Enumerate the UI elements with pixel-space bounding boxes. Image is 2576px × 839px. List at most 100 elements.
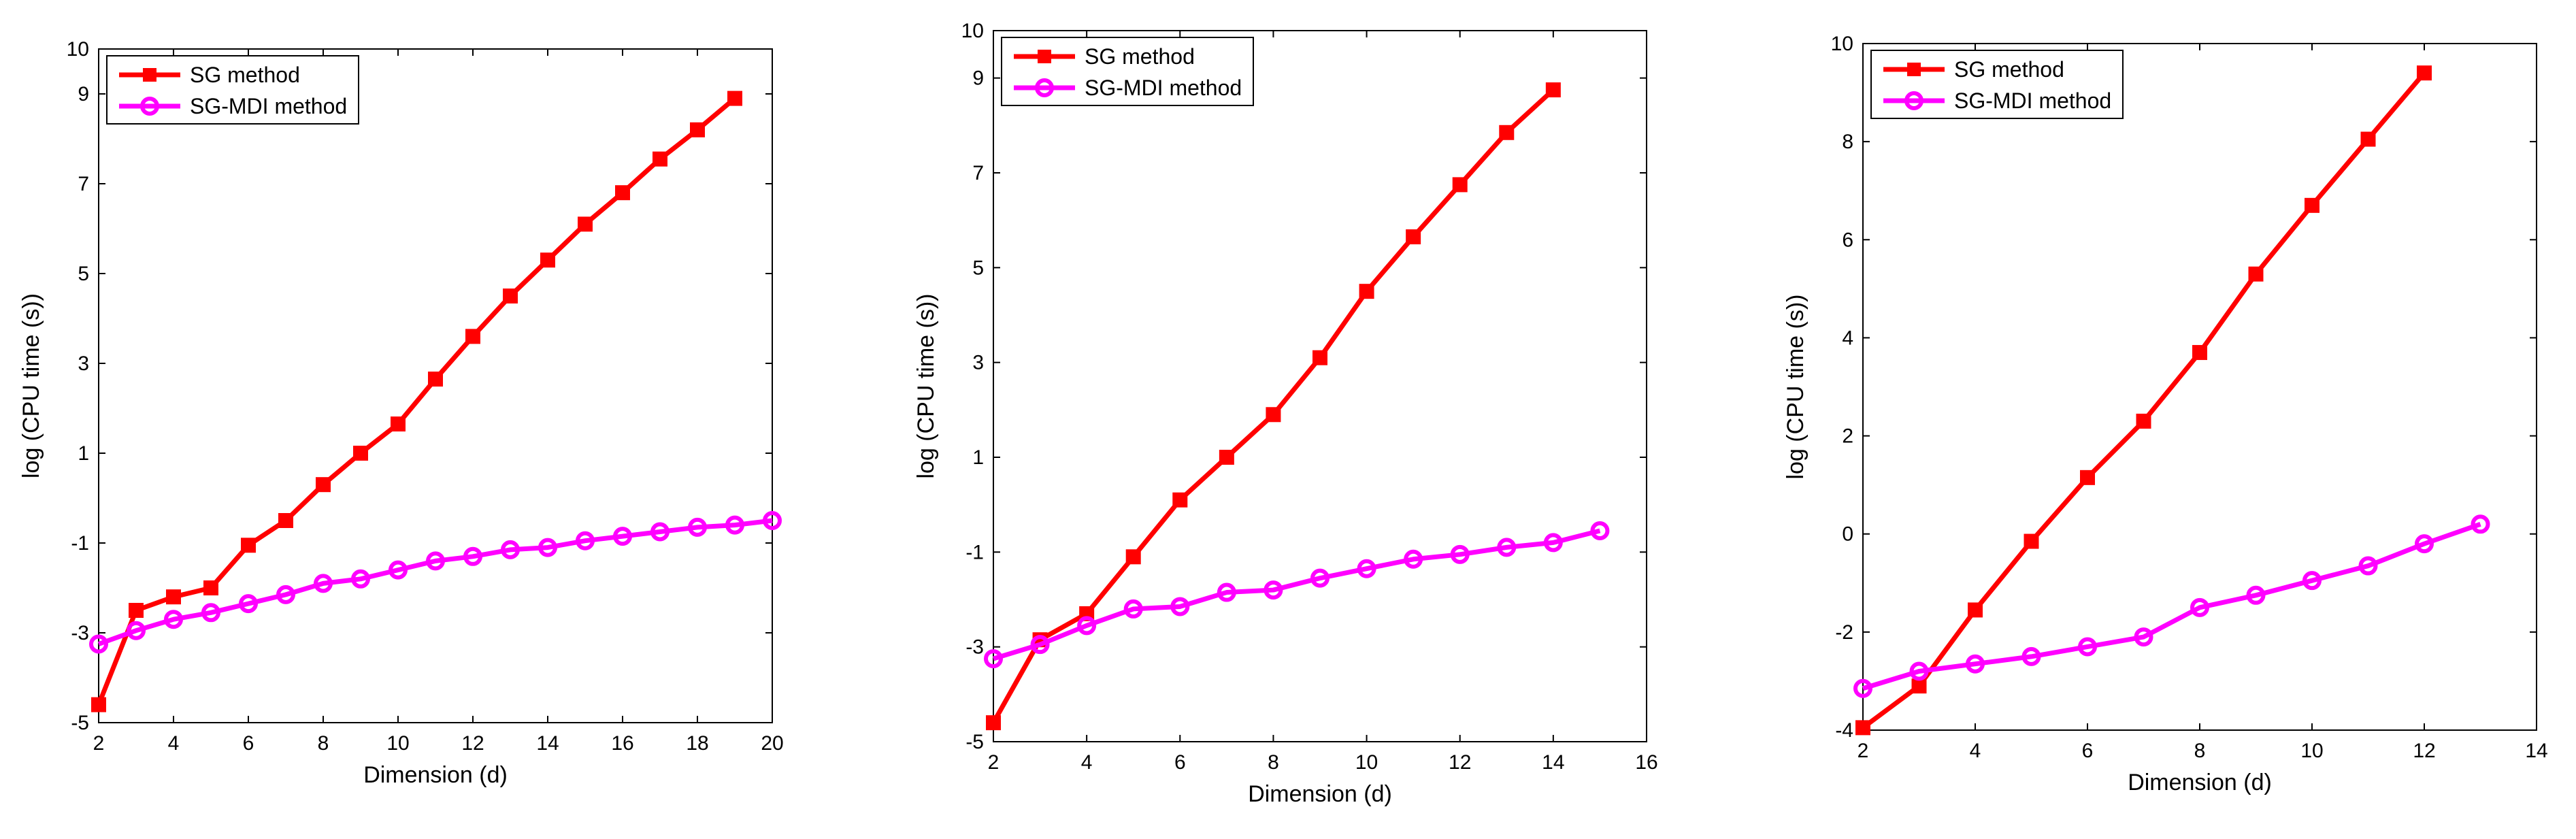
data-point	[389, 560, 408, 580]
y-tick-label: 3	[972, 352, 984, 374]
legend-label: SG-MDI method	[1954, 88, 2111, 113]
data-point	[763, 511, 782, 530]
data-point	[1217, 582, 1236, 602]
legend-swatch-marker	[1035, 78, 1054, 97]
data-point	[576, 531, 595, 550]
data-point	[2192, 345, 2207, 361]
data-point	[503, 289, 518, 303]
data-point	[653, 151, 667, 167]
data-point	[2080, 470, 2095, 485]
data-point	[2248, 266, 2264, 282]
data-point	[2360, 131, 2376, 147]
data-point	[2246, 585, 2266, 605]
x-tick-label: 10	[386, 732, 409, 755]
data-point	[2136, 413, 2151, 429]
series-line-sg-mdi	[97, 518, 773, 646]
y-tick-label: 8	[1842, 131, 1853, 153]
chart-2: 2 4 6 8 10 12 14 16 -5 -3 -1 1 3 5 7 9 10 Dimension (d) lo…	[913, 20, 1658, 807]
legend-label: SG method	[1085, 44, 1195, 69]
data-point	[725, 515, 744, 535]
y-tick-label: 1	[972, 446, 984, 469]
x-tick-label: 2	[93, 732, 105, 755]
data-point	[538, 538, 557, 557]
data-point	[1170, 597, 1190, 616]
data-point	[1497, 538, 1517, 557]
x-tick-label: 8	[2194, 740, 2206, 762]
data-point	[1450, 544, 1470, 564]
data-point	[1966, 654, 1985, 674]
data-point	[1077, 616, 1097, 636]
data-point	[1310, 568, 1330, 588]
y-tick-label: 10	[67, 38, 89, 61]
x-tick-label: 8	[1268, 751, 1279, 774]
y-tick-label: -5	[965, 731, 984, 753]
data-point	[1172, 492, 1188, 508]
y-tick-label: -1	[965, 541, 984, 563]
legend-swatch-marker	[140, 97, 159, 116]
x-tick-label: 14	[2525, 740, 2547, 762]
data-point	[1359, 284, 1374, 299]
y-tick-label: -4	[1835, 719, 1853, 742]
y-tick-label: -5	[71, 712, 89, 734]
x-tick-label: 12	[2413, 740, 2435, 762]
y-tick-label: 1	[78, 442, 89, 465]
data-point	[314, 574, 333, 593]
data-point	[278, 513, 293, 528]
x-tick-label: 8	[318, 732, 329, 755]
data-point	[1855, 720, 1870, 736]
y-tick-label: 10	[961, 20, 984, 42]
data-point	[540, 252, 555, 268]
data-point	[1911, 678, 1927, 694]
x-tick-label: 6	[243, 732, 254, 755]
data-point	[2134, 627, 2153, 647]
y-tick-label: 9	[972, 67, 984, 90]
data-point	[201, 603, 220, 623]
data-point	[1404, 549, 1423, 569]
data-point	[1312, 350, 1327, 365]
data-point	[1909, 661, 1929, 681]
data-point	[2415, 534, 2434, 554]
data-point	[166, 589, 181, 605]
legend: SG method SG-MDI method	[1870, 50, 2124, 119]
chart-1: 2 4 6 8 10 12 14 16 18 20 -5 -3 -1 1 3 5 7 9 10 Dimension (…	[18, 38, 784, 788]
data-point	[465, 329, 480, 344]
data-point	[501, 540, 520, 559]
y-tick-label: 5	[78, 263, 89, 285]
data-point	[1499, 125, 1515, 140]
data-point	[1264, 580, 1283, 600]
data-point	[1123, 599, 1143, 619]
data-point	[615, 185, 630, 201]
data-point	[91, 697, 106, 712]
x-tick-label: 6	[1174, 751, 1186, 774]
data-point	[690, 122, 705, 137]
data-point	[239, 594, 258, 614]
y-tick-label: 3	[78, 352, 89, 375]
data-point	[688, 517, 707, 537]
data-point	[2305, 197, 2319, 213]
x-tick-label: 14	[1542, 751, 1564, 774]
y-tick-label: 2	[1842, 425, 1853, 448]
data-point	[1452, 177, 1468, 193]
data-point	[2190, 597, 2209, 617]
x-tick-label: 10	[1355, 751, 1378, 774]
x-axis-label: Dimension (d)	[1248, 781, 1392, 807]
data-point	[613, 527, 632, 546]
x-tick-label: 10	[2300, 740, 2323, 762]
data-point	[1853, 678, 1872, 698]
data-point	[1266, 407, 1281, 423]
data-point	[203, 580, 218, 595]
y-tick-label: 10	[1831, 33, 1853, 55]
legend-label: SG method	[190, 63, 300, 87]
data-point	[2302, 571, 2322, 591]
data-point	[1406, 229, 1421, 245]
data-point	[2078, 637, 2097, 657]
legend-label: SG method	[1954, 57, 2064, 82]
data-point	[164, 610, 183, 629]
legend-swatch-marker	[1038, 50, 1051, 63]
x-tick-label: 16	[1635, 751, 1657, 774]
y-tick-label: -2	[1835, 621, 1853, 644]
data-point	[426, 551, 445, 571]
legend-swatch-marker	[143, 68, 156, 82]
plot-area	[993, 30, 1647, 742]
